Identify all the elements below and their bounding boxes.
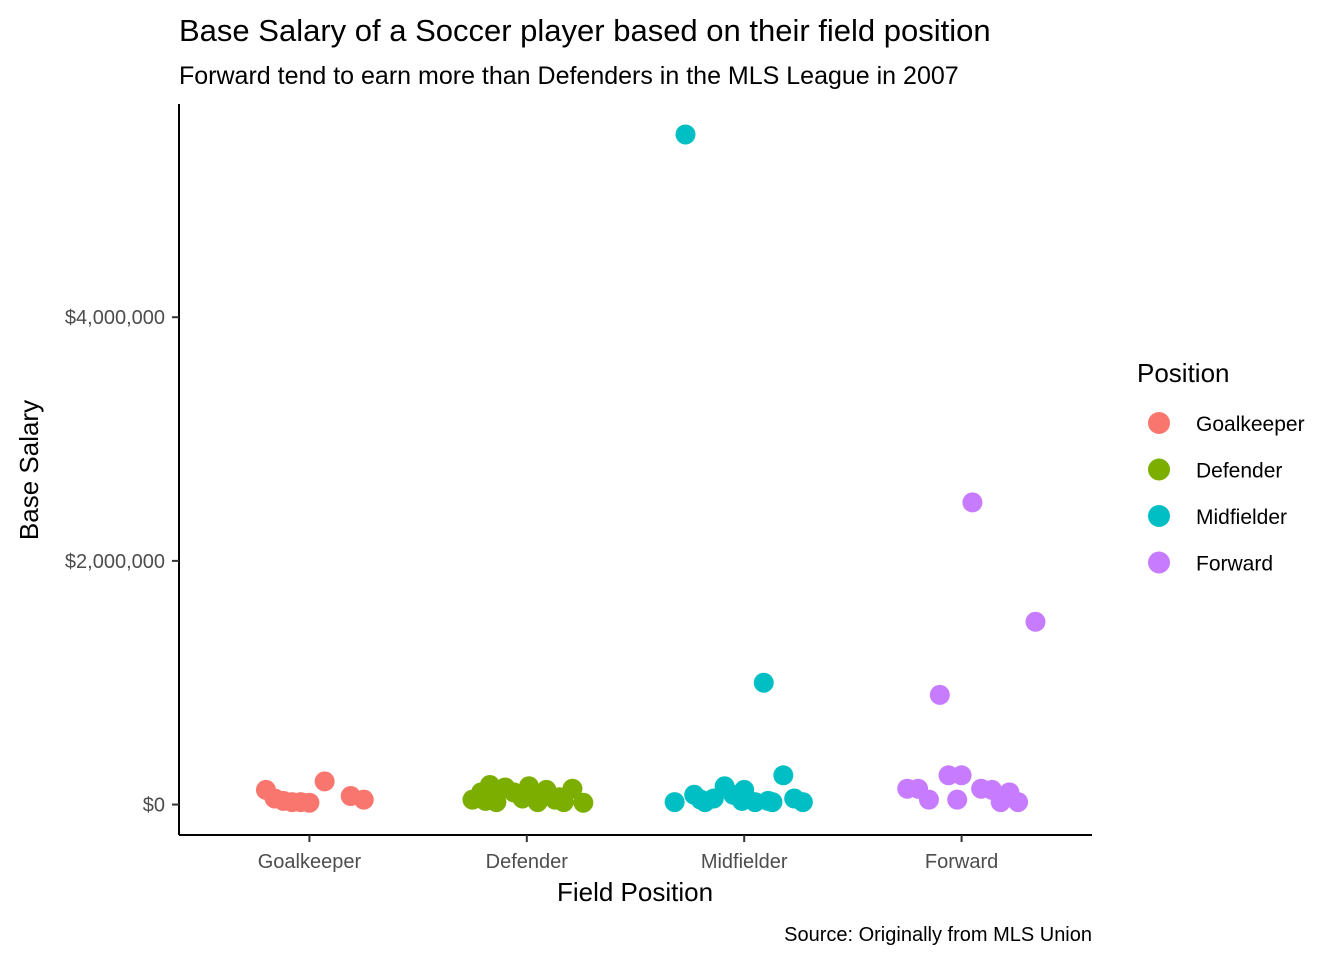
x-tick-label: Defender	[486, 851, 569, 873]
legend-swatch-defender	[1148, 458, 1170, 481]
legend-label-midfielder: Midfielder	[1196, 506, 1287, 529]
legend: Position Goalkeeper Defender Midfielder For…	[1137, 358, 1305, 576]
data-point-midfielder	[732, 790, 753, 811]
data-point-midfielder	[753, 672, 774, 693]
y-tick-label: $2,000,000	[65, 551, 165, 573]
x-tick-label: Forward	[925, 851, 998, 873]
data-point-midfielder	[690, 789, 711, 810]
data-point-forward	[947, 789, 968, 810]
legend-title: Position	[1137, 358, 1230, 388]
y-tick-label: $0	[143, 795, 165, 817]
chart-subtitle: Forward tend to earn more than Defenders…	[179, 62, 959, 90]
data-point-defender	[518, 776, 539, 797]
legend-swatch-forward	[1148, 551, 1170, 574]
legend-label-goalkeeper: Goalkeeper	[1196, 413, 1305, 436]
y-axis-ticks: $0 $2,000,000 $4,000,000	[65, 307, 179, 817]
data-point-defender	[479, 775, 500, 796]
data-point-forward	[918, 789, 939, 810]
data-point-forward	[929, 684, 950, 705]
data-point-goalkeeper	[314, 771, 335, 792]
x-axis-title: Field Position	[557, 877, 713, 907]
data-points	[255, 124, 1046, 813]
data-point-defender	[475, 790, 496, 811]
y-axis-title: Base Salary	[14, 400, 44, 540]
data-point-midfielder	[792, 792, 813, 813]
data-point-midfielder	[664, 792, 685, 813]
data-point-goalkeeper	[299, 792, 320, 813]
x-axis-ticks: Goalkeeper Defender Midfielder Forward	[258, 835, 998, 873]
data-point-defender	[549, 787, 570, 808]
data-point-forward	[1025, 611, 1046, 632]
data-point-forward	[962, 492, 983, 513]
x-tick-label: Goalkeeper	[258, 851, 362, 873]
data-point-defender	[573, 792, 594, 813]
data-point-midfielder	[773, 765, 794, 786]
legend-label-defender: Defender	[1196, 460, 1282, 483]
x-tick-label: Midfielder	[701, 851, 788, 873]
legend-label-forward: Forward	[1196, 553, 1273, 576]
data-point-goalkeeper	[353, 789, 374, 810]
data-point-midfielder	[758, 790, 779, 811]
data-point-midfielder	[675, 124, 696, 145]
y-tick-label: $4,000,000	[65, 307, 165, 329]
legend-swatch-midfielder	[1148, 505, 1170, 527]
chart-title: Base Salary of a Soccer player based on …	[179, 13, 991, 48]
chart-caption: Source: Originally from MLS Union	[784, 924, 1092, 946]
data-point-forward	[951, 765, 972, 786]
data-point-forward	[1008, 792, 1029, 813]
legend-swatch-goalkeeper	[1148, 412, 1170, 434]
